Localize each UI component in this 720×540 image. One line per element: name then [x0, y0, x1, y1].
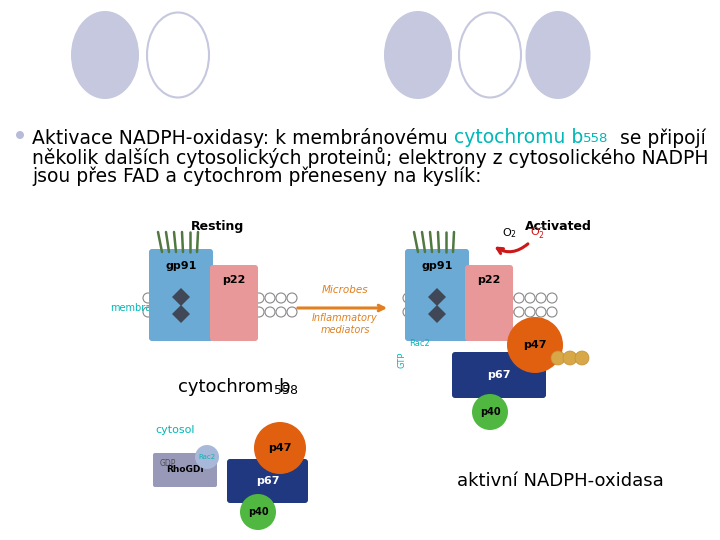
Polygon shape — [172, 305, 190, 323]
Circle shape — [563, 351, 577, 365]
Circle shape — [195, 445, 219, 469]
FancyBboxPatch shape — [227, 459, 308, 503]
Polygon shape — [428, 288, 446, 306]
Text: gp91: gp91 — [166, 261, 197, 271]
Circle shape — [254, 422, 306, 474]
FancyBboxPatch shape — [149, 249, 213, 341]
Circle shape — [507, 317, 563, 373]
Circle shape — [240, 494, 276, 530]
Text: cytochromu b: cytochromu b — [454, 128, 583, 147]
Text: Resting: Resting — [192, 220, 245, 233]
FancyBboxPatch shape — [405, 249, 469, 341]
Text: p47: p47 — [269, 443, 292, 453]
Text: p67: p67 — [256, 476, 279, 486]
Text: mediators: mediators — [320, 325, 370, 335]
Ellipse shape — [16, 131, 24, 139]
Text: GDP: GDP — [160, 458, 176, 468]
Circle shape — [472, 394, 508, 430]
Text: p40: p40 — [480, 407, 500, 417]
Text: cytochrom b: cytochrom b — [178, 378, 291, 396]
Text: aktivní NADPH-oxidasa: aktivní NADPH-oxidasa — [456, 472, 663, 490]
Text: několik dalších cytosolických proteinů; elektrony z cytosolického NADPH: několik dalších cytosolických proteinů; … — [32, 147, 708, 168]
FancyBboxPatch shape — [153, 453, 217, 487]
Text: Inflammatory: Inflammatory — [312, 313, 378, 323]
Text: Rac2: Rac2 — [199, 454, 215, 460]
Text: p67: p67 — [487, 370, 510, 380]
Text: membrane: membrane — [110, 303, 163, 313]
Text: 558: 558 — [274, 384, 298, 397]
Text: O$_2$: O$_2$ — [503, 226, 518, 240]
FancyBboxPatch shape — [210, 265, 258, 341]
Text: jsou přes FAD a cytochrom přeneseny na kyslík:: jsou přes FAD a cytochrom přeneseny na k… — [32, 166, 482, 186]
Text: cytosol: cytosol — [155, 425, 194, 435]
Text: 558: 558 — [583, 132, 608, 145]
FancyBboxPatch shape — [465, 265, 513, 341]
Text: p22: p22 — [477, 275, 500, 285]
Ellipse shape — [71, 11, 139, 99]
FancyBboxPatch shape — [452, 352, 546, 398]
Circle shape — [551, 351, 565, 365]
Polygon shape — [172, 288, 190, 306]
Text: O$_2^{-}$: O$_2^{-}$ — [530, 226, 546, 240]
Text: p22: p22 — [222, 275, 246, 285]
Text: p40: p40 — [248, 507, 269, 517]
Text: Aktivace NADPH-oxidasy: k membránovému: Aktivace NADPH-oxidasy: k membránovému — [32, 128, 454, 148]
Text: Microbes: Microbes — [322, 285, 369, 295]
Text: Rac2: Rac2 — [410, 340, 431, 348]
Text: RhoGDI: RhoGDI — [166, 465, 204, 475]
Text: GTP: GTP — [397, 352, 407, 368]
Ellipse shape — [526, 11, 590, 99]
Text: p47: p47 — [523, 340, 546, 350]
Circle shape — [575, 351, 589, 365]
Text: gp91: gp91 — [421, 261, 453, 271]
Text: se připojí: se připojí — [608, 128, 706, 147]
Polygon shape — [428, 305, 446, 323]
Ellipse shape — [384, 11, 452, 99]
Text: Activated: Activated — [525, 220, 591, 233]
